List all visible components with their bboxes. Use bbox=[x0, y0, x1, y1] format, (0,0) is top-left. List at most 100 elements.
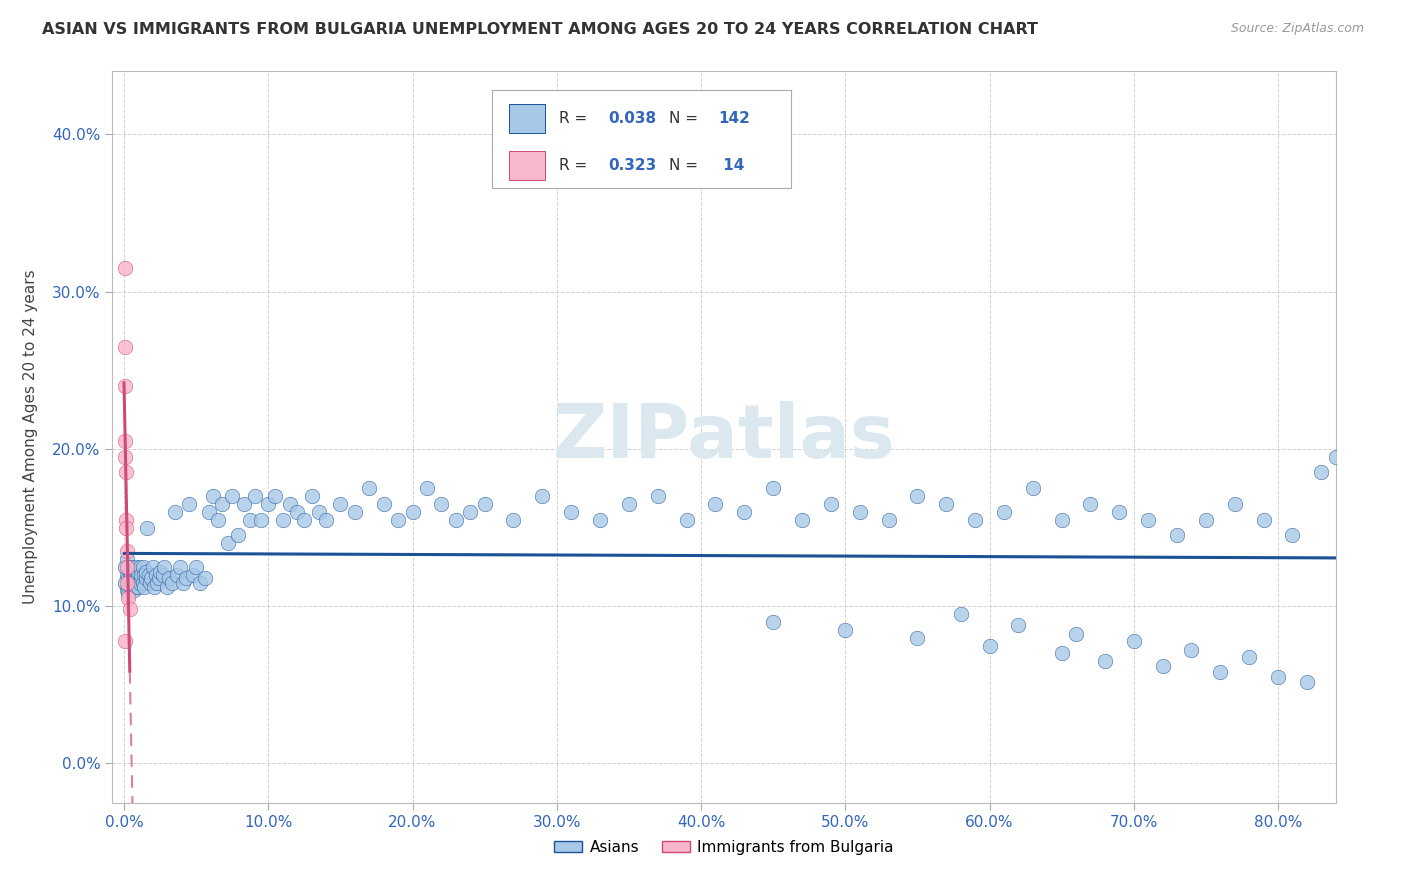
Point bbox=[127, 571, 149, 585]
Point bbox=[1007, 618, 1029, 632]
Point bbox=[1281, 528, 1303, 542]
Point bbox=[114, 559, 136, 574]
Point bbox=[118, 571, 141, 585]
Point bbox=[115, 520, 138, 534]
Point bbox=[118, 565, 141, 579]
Point bbox=[132, 575, 155, 590]
Point bbox=[142, 559, 165, 574]
Point bbox=[221, 489, 243, 503]
Point bbox=[134, 567, 156, 582]
Point bbox=[120, 580, 142, 594]
Point bbox=[138, 567, 160, 582]
Point bbox=[1137, 513, 1160, 527]
Point bbox=[264, 489, 287, 503]
Point bbox=[1237, 649, 1260, 664]
Y-axis label: Unemployment Among Ages 20 to 24 years: Unemployment Among Ages 20 to 24 years bbox=[24, 269, 38, 605]
Point bbox=[136, 520, 159, 534]
Point bbox=[949, 607, 972, 621]
Point bbox=[131, 571, 153, 585]
Point bbox=[531, 489, 554, 503]
Point bbox=[416, 481, 439, 495]
Point bbox=[458, 505, 481, 519]
Point bbox=[114, 575, 136, 590]
Point bbox=[343, 505, 366, 519]
Point bbox=[160, 575, 183, 590]
Point bbox=[733, 505, 755, 519]
Point bbox=[174, 571, 197, 585]
Point bbox=[285, 505, 308, 519]
Point bbox=[127, 565, 149, 579]
Point bbox=[157, 571, 180, 585]
Point bbox=[560, 505, 582, 519]
Point bbox=[163, 505, 186, 519]
Point bbox=[232, 497, 254, 511]
Point bbox=[1324, 450, 1347, 464]
Point bbox=[762, 481, 785, 495]
Point bbox=[207, 513, 229, 527]
Point bbox=[848, 505, 870, 519]
Point bbox=[647, 489, 669, 503]
Point bbox=[124, 580, 146, 594]
Point bbox=[117, 559, 139, 574]
Point bbox=[617, 497, 640, 511]
Point bbox=[257, 497, 280, 511]
Point bbox=[1223, 497, 1246, 511]
Point bbox=[190, 575, 212, 590]
Point bbox=[250, 513, 273, 527]
Point bbox=[1050, 646, 1073, 660]
Point bbox=[226, 528, 249, 542]
Point bbox=[329, 497, 352, 511]
Point bbox=[202, 489, 225, 503]
Text: 142: 142 bbox=[718, 111, 749, 126]
Point bbox=[124, 571, 146, 585]
Point bbox=[166, 567, 188, 582]
Point bbox=[1152, 659, 1174, 673]
Point bbox=[820, 497, 842, 511]
Point bbox=[156, 580, 179, 594]
Point bbox=[152, 567, 174, 582]
Legend: Asians, Immigrants from Bulgaria: Asians, Immigrants from Bulgaria bbox=[548, 834, 900, 861]
Point bbox=[1108, 505, 1130, 519]
Point bbox=[217, 536, 239, 550]
Point bbox=[117, 591, 139, 606]
Point bbox=[834, 623, 856, 637]
Point bbox=[114, 434, 136, 448]
Point bbox=[120, 567, 142, 582]
Point bbox=[790, 513, 813, 527]
Point bbox=[387, 513, 409, 527]
Text: Source: ZipAtlas.com: Source: ZipAtlas.com bbox=[1230, 22, 1364, 36]
Point bbox=[502, 513, 524, 527]
Point bbox=[1195, 513, 1218, 527]
Point bbox=[115, 513, 138, 527]
Point bbox=[474, 497, 496, 511]
Point bbox=[1064, 627, 1087, 641]
Point bbox=[135, 565, 157, 579]
Point bbox=[1122, 633, 1144, 648]
Point bbox=[1022, 481, 1045, 495]
Point bbox=[1080, 497, 1102, 511]
Point bbox=[115, 583, 138, 598]
Point bbox=[1180, 643, 1202, 657]
Point bbox=[211, 497, 233, 511]
Point bbox=[1094, 654, 1116, 668]
Point bbox=[704, 497, 727, 511]
Text: ASIAN VS IMMIGRANTS FROM BULGARIA UNEMPLOYMENT AMONG AGES 20 TO 24 YEARS CORRELA: ASIAN VS IMMIGRANTS FROM BULGARIA UNEMPL… bbox=[42, 22, 1038, 37]
Point bbox=[245, 489, 267, 503]
Text: 0.323: 0.323 bbox=[607, 158, 657, 173]
Point bbox=[143, 580, 166, 594]
Text: R =: R = bbox=[560, 111, 592, 126]
Point bbox=[134, 580, 156, 594]
Point bbox=[131, 567, 153, 582]
Point bbox=[301, 489, 323, 503]
Point bbox=[121, 571, 143, 585]
Point bbox=[115, 567, 138, 582]
Point bbox=[905, 489, 928, 503]
Point bbox=[122, 583, 145, 598]
Point bbox=[905, 631, 928, 645]
Point bbox=[117, 571, 139, 585]
Text: N =: N = bbox=[669, 111, 703, 126]
Point bbox=[125, 567, 148, 582]
Point bbox=[359, 481, 381, 495]
Text: 14: 14 bbox=[718, 158, 744, 173]
Point bbox=[121, 567, 143, 582]
